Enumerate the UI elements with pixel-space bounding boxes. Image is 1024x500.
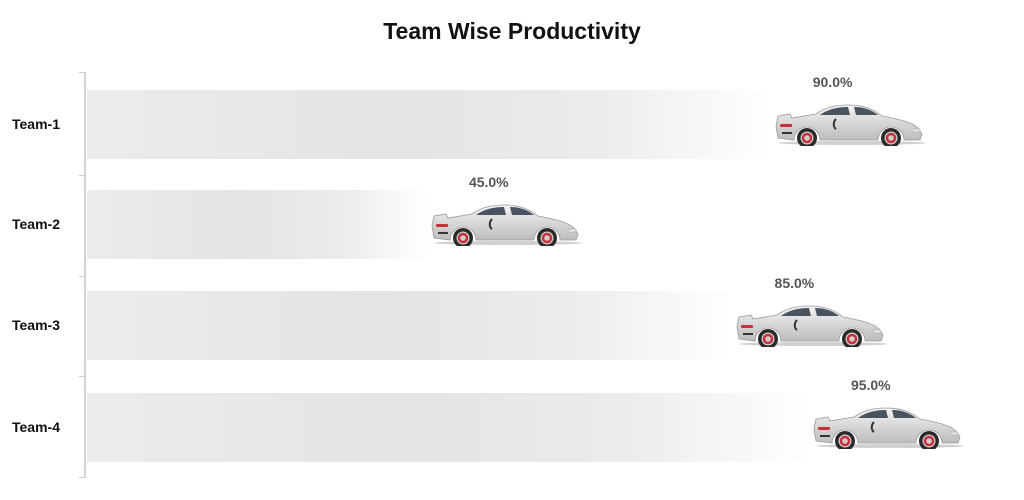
category-label: Team-2 <box>12 216 60 232</box>
bar <box>87 90 772 159</box>
category-label: Team-1 <box>12 116 60 132</box>
y-axis-line <box>84 72 86 478</box>
car-icon <box>772 102 928 148</box>
value-label: 45.0% <box>468 174 509 190</box>
bar <box>87 291 734 360</box>
value-label: 90.0% <box>812 74 853 90</box>
axis-tick <box>79 276 85 277</box>
axis-tick <box>79 376 85 377</box>
axis-tick <box>79 72 85 73</box>
chart-title: Team Wise Productivity <box>383 18 641 44</box>
car-icon <box>733 303 889 349</box>
category-label: Team-4 <box>12 419 60 435</box>
value-label: 95.0% <box>850 377 891 393</box>
bar <box>87 190 428 259</box>
category-label: Team-3 <box>12 317 60 333</box>
value-label: 85.0% <box>774 275 815 291</box>
axis-tick <box>79 477 85 478</box>
bar <box>87 393 810 462</box>
car-icon <box>810 405 966 451</box>
car-icon <box>428 202 584 248</box>
axis-tick <box>79 175 85 176</box>
